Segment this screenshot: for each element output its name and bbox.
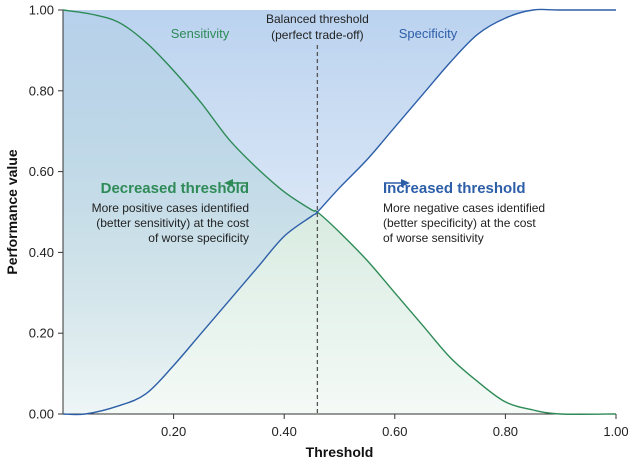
specificity-line — [62, 8, 616, 416]
y-tick-label: 0.40 — [29, 245, 54, 260]
decreased-threshold-text-2: (better sensitivity) at the cost — [96, 216, 249, 230]
increased-threshold-text-1: More negative cases identified — [383, 201, 545, 215]
y-tick-label: 0.60 — [29, 164, 54, 179]
specificity-area — [63, 9, 616, 415]
x-tick-label: 1.00 — [603, 424, 628, 439]
specificity-legend-label: Specificity — [399, 26, 458, 41]
x-tick-label: 0.20 — [161, 424, 186, 439]
decreased-threshold-annotation: Decreased threshold More positive cases … — [92, 179, 250, 245]
increased-threshold-text-2: (better specificity) at the cost — [383, 216, 536, 230]
x-axis-title: Threshold — [306, 444, 374, 460]
balanced-threshold-label: Balanced threshold — [266, 12, 369, 26]
balanced-threshold-sublabel: (perfect trade-off) — [271, 28, 363, 42]
x-tick-label: 0.80 — [493, 424, 518, 439]
y-tick-label: 0.00 — [29, 407, 54, 422]
increased-threshold-annotation: Increased threshold More negative cases … — [383, 179, 545, 245]
increased-threshold-title: Increased threshold — [383, 180, 526, 197]
y-tick-label: 0.80 — [29, 83, 54, 98]
increased-threshold-text-3: of worse sensitivity — [383, 231, 484, 245]
y-tick-label: 1.00 — [29, 3, 54, 18]
decreased-threshold-title: Decreased threshold — [101, 180, 249, 197]
x-tick-label: 0.60 — [382, 424, 407, 439]
right-arrow-head-icon — [401, 179, 410, 187]
y-tick-label: 0.20 — [29, 326, 54, 341]
x-tick-label: 0.40 — [272, 424, 297, 439]
y-axis-title: Performance value — [4, 149, 20, 274]
sensitivity-legend-label: Sensitivity — [171, 26, 230, 41]
decreased-threshold-text-3: of worse specificity — [148, 231, 249, 245]
left-arrow-head-icon — [224, 179, 233, 187]
decreased-threshold-text-1: More positive cases identified — [92, 201, 249, 215]
